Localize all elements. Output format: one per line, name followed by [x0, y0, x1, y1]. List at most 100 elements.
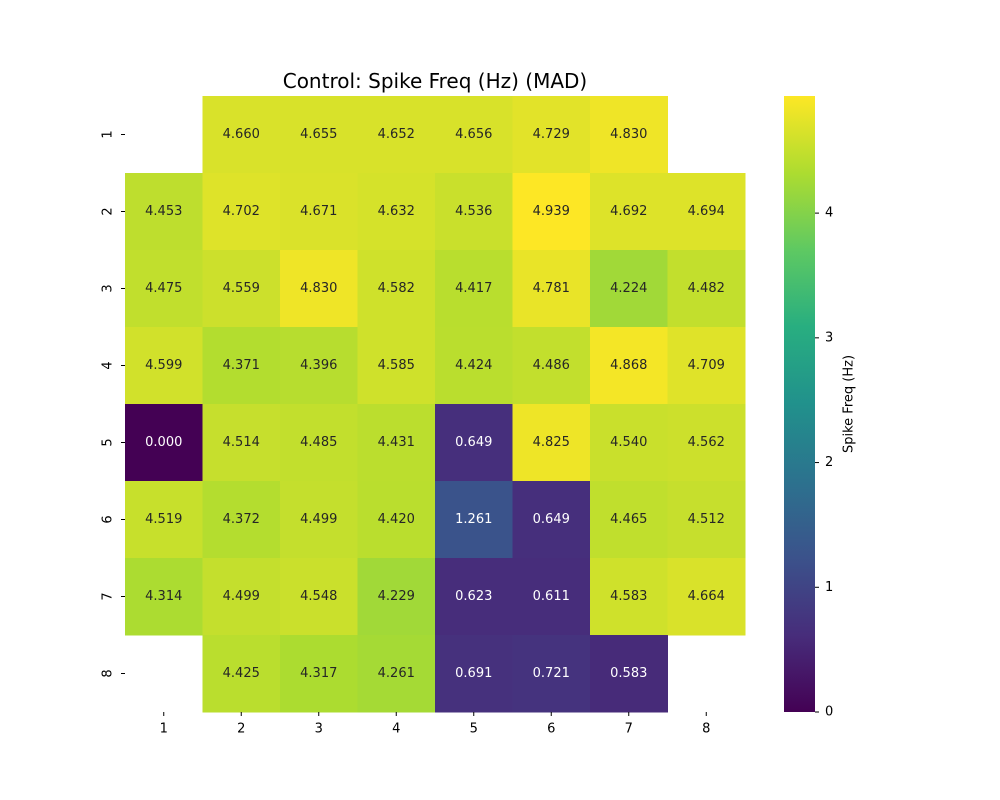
cell-value-label: 4.830 — [610, 127, 647, 142]
y-tick-label: 8 — [101, 669, 116, 677]
cell-value-label: 4.425 — [223, 666, 260, 681]
heatmap-cell — [512, 327, 591, 405]
x-axis-ticks: 1 2 3 4 5 6 7 8 — [160, 712, 710, 737]
heatmap-cell — [125, 481, 203, 559]
heatmap-cell — [280, 635, 358, 713]
cell-value-label: 4.868 — [610, 358, 647, 373]
cell-value-label: 0.691 — [455, 666, 492, 681]
y-tick-label: 2 — [101, 207, 116, 215]
cell-value-label: 0.721 — [533, 666, 570, 681]
heatmap-cell — [590, 558, 668, 636]
cell-value-label: 4.939 — [533, 204, 570, 219]
heatmap-cell — [667, 327, 746, 405]
heatmap-cell — [357, 558, 436, 636]
heatmap-cell — [590, 96, 668, 174]
colorbar-ticks: 0 1 2 3 4 — [815, 206, 833, 720]
heatmap-cell — [590, 404, 668, 482]
cell-value-label: 4.729 — [533, 127, 570, 142]
cell-value-label: 4.536 — [455, 204, 492, 219]
heatmap-cell — [435, 173, 513, 251]
heatmap-cell — [667, 250, 746, 328]
colorbar-tick-label: 4 — [825, 206, 833, 221]
heatmap-cell — [667, 481, 746, 559]
cell-value-label: 4.485 — [300, 435, 337, 450]
cell-value-label: 4.475 — [145, 281, 182, 296]
cell-value-label: 0.611 — [533, 589, 570, 604]
cell-value-label: 4.314 — [145, 589, 182, 604]
heatmap-cell — [435, 635, 513, 713]
cell-value-label: 4.417 — [455, 281, 492, 296]
chart-title: Control: Spike Freq (Hz) (MAD) — [283, 69, 588, 93]
heatmap-cell — [202, 635, 281, 713]
x-tick-label: 7 — [625, 722, 633, 737]
heatmap-cell — [202, 558, 281, 636]
heatmap-cell — [125, 250, 203, 328]
heatmap-cell — [512, 173, 591, 251]
heatmap-cell — [512, 404, 591, 482]
heatmap-cell — [435, 481, 513, 559]
colorbar-tick-label: 2 — [825, 455, 833, 470]
x-tick-label: 1 — [160, 722, 168, 737]
cell-value-label: 0.649 — [455, 435, 492, 450]
heatmap-cell — [667, 173, 746, 251]
heatmap-cell — [512, 635, 591, 713]
cell-value-label: 0.623 — [455, 589, 492, 604]
colorbar-tick-label: 3 — [825, 330, 833, 345]
heatmap-cell — [357, 173, 436, 251]
cell-value-label: 4.486 — [533, 358, 570, 373]
heatmap-cell — [357, 327, 436, 405]
cell-value-label: 4.512 — [688, 512, 725, 527]
heatmap-cell — [357, 404, 436, 482]
cell-value-label: 4.694 — [688, 204, 725, 219]
y-tick-label: 7 — [101, 592, 116, 600]
cell-value-label: 4.317 — [300, 666, 337, 681]
heatmap-cell — [202, 404, 281, 482]
cell-value-label: 4.371 — [223, 358, 260, 373]
heatmap-cell — [590, 173, 668, 251]
heatmap-cell — [357, 635, 436, 713]
heatmap-cell — [357, 96, 436, 174]
cell-value-label: 4.582 — [378, 281, 415, 296]
cell-value-label: 4.781 — [533, 281, 570, 296]
cell-value-label: 4.671 — [300, 204, 337, 219]
heatmap-cell — [202, 250, 281, 328]
heatmap-cell — [512, 558, 591, 636]
cell-value-label: 4.583 — [610, 589, 647, 604]
y-tick-label: 4 — [101, 361, 116, 369]
heatmap-cell — [202, 96, 281, 174]
cell-value-label: 4.224 — [610, 281, 647, 296]
heatmap-cell — [667, 558, 746, 636]
heatmap-cell — [435, 558, 513, 636]
heatmap-cells: 4.660 4.655 4.652 4.656 4.729 4.830 4.453 4.702… — [125, 96, 746, 713]
heatmap-cell — [280, 481, 358, 559]
heatmap-cell — [280, 96, 358, 174]
cell-value-label: 4.702 — [223, 204, 260, 219]
heatmap-cell — [280, 173, 358, 251]
cell-value-label: 1.261 — [455, 512, 492, 527]
x-tick-label: 3 — [315, 722, 323, 737]
cell-value-label: 4.499 — [223, 589, 260, 604]
cell-value-label: 4.709 — [688, 358, 725, 373]
heatmap-cell — [512, 250, 591, 328]
heatmap-cell — [125, 558, 203, 636]
cell-value-label: 0.649 — [533, 512, 570, 527]
cell-value-label: 4.261 — [378, 666, 415, 681]
cell-value-label: 4.514 — [223, 435, 260, 450]
cell-value-label: 4.548 — [300, 589, 337, 604]
y-tick-label: 3 — [101, 284, 116, 292]
heatmap-cell — [435, 96, 513, 174]
heatmap-cell — [202, 173, 281, 251]
cell-value-label: 4.540 — [610, 435, 647, 450]
cell-value-label: 4.431 — [378, 435, 415, 450]
cell-value-label: 4.482 — [688, 281, 725, 296]
heatmap-cell — [202, 481, 281, 559]
y-tick-label: 6 — [101, 515, 116, 523]
heatmap-cell — [280, 250, 358, 328]
heatmap-cell — [512, 96, 591, 174]
cell-value-label: 4.692 — [610, 204, 647, 219]
x-tick-label: 8 — [702, 722, 710, 737]
cell-value-label: 4.396 — [300, 358, 337, 373]
cell-value-label: 4.632 — [378, 204, 415, 219]
cell-value-label: 0.583 — [610, 666, 647, 681]
